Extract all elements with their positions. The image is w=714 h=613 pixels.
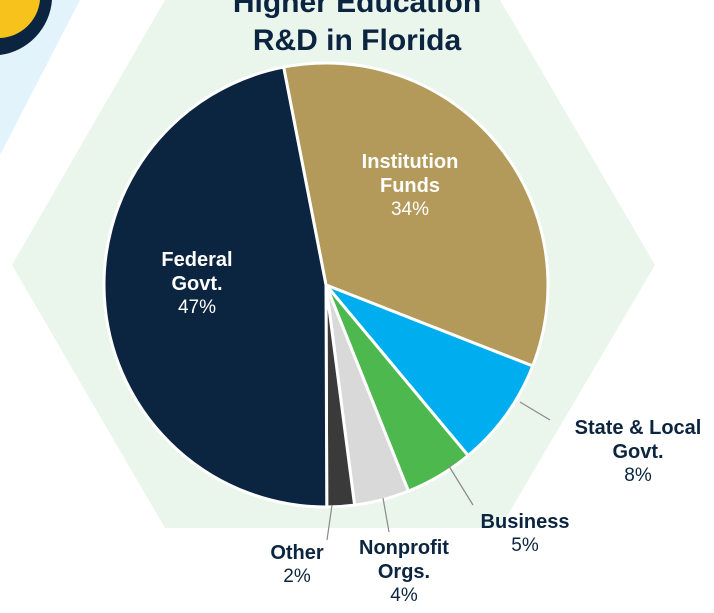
slice-label: Business 5% xyxy=(455,510,595,558)
category-label: Other xyxy=(270,542,324,564)
leader-line xyxy=(519,401,551,421)
pie-slice xyxy=(324,283,535,458)
slice-label: Institution Funds 34% xyxy=(335,150,485,222)
value-label: 8% xyxy=(624,465,652,486)
leader-line xyxy=(382,497,390,533)
pie-slice xyxy=(102,65,329,509)
value-label: 2% xyxy=(283,566,311,587)
slice-label: Nonprofit Orgs. 4% xyxy=(344,536,464,608)
category-label: State & Local Govt. xyxy=(574,417,702,463)
chart-title: Higher Education R&D in Florida xyxy=(232,0,482,57)
value-label: 5% xyxy=(511,535,539,556)
leader-line xyxy=(446,462,474,506)
slice-label: Federal Govt. 47% xyxy=(142,248,252,320)
value-label: 4% xyxy=(390,585,418,606)
leader-line xyxy=(326,504,333,541)
slice-label: Other 2% xyxy=(252,541,342,589)
decor-circle xyxy=(0,0,40,38)
pie-slice xyxy=(281,61,550,368)
category-label: Business xyxy=(480,511,570,533)
slice-label: State & Local Govt. 8% xyxy=(553,416,714,488)
category-label: Institution Funds xyxy=(361,151,459,197)
category-label: Nonprofit Orgs. xyxy=(359,537,449,583)
category-label: Federal Govt. xyxy=(161,249,233,295)
value-label: 34% xyxy=(390,199,430,220)
value-label: 47% xyxy=(177,297,217,318)
